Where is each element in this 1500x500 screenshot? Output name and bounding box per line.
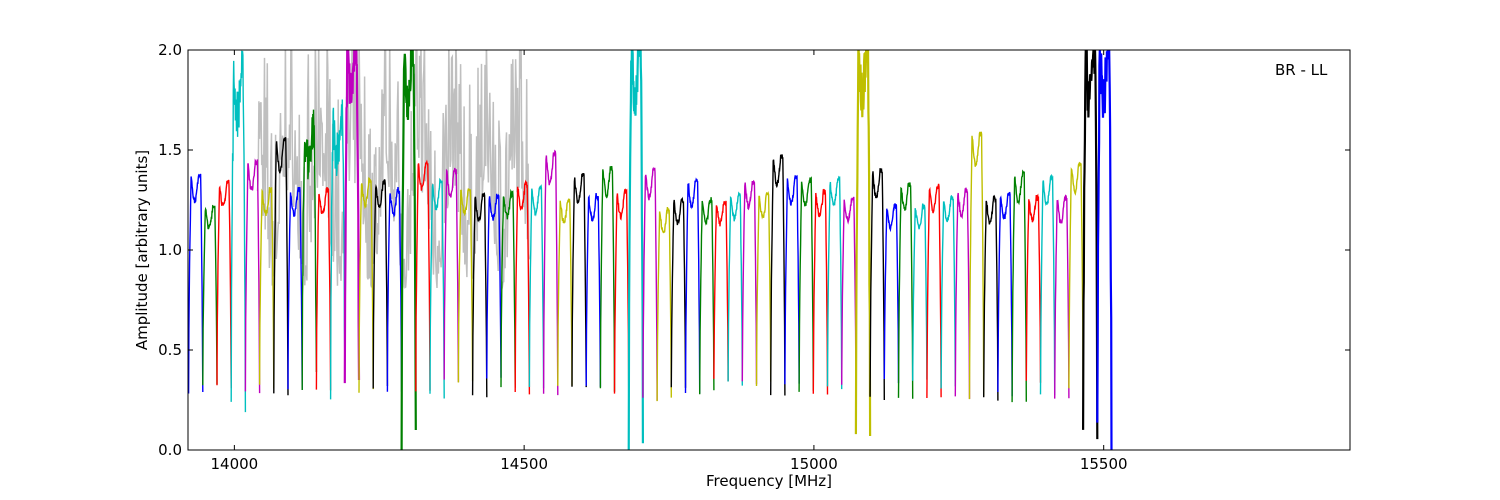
channel-line <box>571 172 587 388</box>
channel-line <box>343 50 361 384</box>
y-tick-label: 0.5 <box>158 341 182 359</box>
series-group <box>188 50 1113 450</box>
channel-line <box>770 154 786 396</box>
channel-line <box>784 174 800 385</box>
channel-line <box>457 188 474 383</box>
channel-line <box>613 188 630 394</box>
channel-line <box>471 192 488 398</box>
channel-line <box>926 183 942 399</box>
channel-line <box>684 177 701 394</box>
y-axis: 0.0 0.5 1.0 1.5 2.0 <box>158 41 1350 459</box>
y-tick-label: 2.0 <box>158 41 182 59</box>
channel-line <box>812 188 829 395</box>
y-tick-label: 0.0 <box>158 441 182 459</box>
x-tick-label: 14000 <box>211 455 259 473</box>
channel-line <box>727 191 743 386</box>
annotation-label: BR - LL <box>1275 61 1328 79</box>
channel-line <box>997 191 1013 397</box>
x-axis: 14000 14500 15000 15500 <box>211 50 1128 473</box>
y-tick-label: 1.0 <box>158 241 182 259</box>
channel-line <box>230 50 247 413</box>
channel-line <box>699 197 715 395</box>
channel-line <box>798 176 814 392</box>
channel-line <box>329 99 346 400</box>
channel-line <box>415 159 431 392</box>
channel-line <box>656 207 672 402</box>
channel-line <box>897 182 914 399</box>
x-axis-label: Frequency [MHz] <box>706 472 832 490</box>
channel-line <box>486 193 502 379</box>
channel-line <box>883 203 900 384</box>
channel-line <box>1068 161 1084 390</box>
y-tick-label: 1.5 <box>158 141 182 159</box>
channel-line <box>514 179 531 395</box>
channel-line <box>826 175 843 390</box>
x-tick-label: 14500 <box>500 455 548 473</box>
channel-line <box>287 187 303 390</box>
channel-line <box>443 167 460 383</box>
channel-line <box>301 109 318 391</box>
channel-line <box>983 194 999 401</box>
channel-line <box>968 131 985 400</box>
channel-line <box>599 166 616 392</box>
channel-line <box>670 196 687 388</box>
channel-line <box>1082 50 1099 440</box>
channel-line <box>642 166 658 401</box>
channel-line <box>1096 50 1113 450</box>
channel-line <box>713 200 729 382</box>
channel-line <box>500 188 516 388</box>
channel-line <box>358 177 374 393</box>
channel-line <box>912 203 928 381</box>
channel-line <box>841 196 857 385</box>
channel-line <box>954 187 971 399</box>
channel-line <box>429 177 445 399</box>
channel-line <box>741 179 758 385</box>
channel-line <box>372 179 389 389</box>
channel-line <box>1025 193 1042 383</box>
channel-line <box>1011 169 1027 403</box>
channel-line <box>557 198 573 386</box>
channel-line <box>1054 194 1070 399</box>
channel-line <box>528 184 545 389</box>
y-axis-label: Amplitude [arbitrary units] <box>133 150 151 350</box>
channel-line <box>258 186 275 389</box>
x-tick-label: 15500 <box>1080 455 1128 473</box>
channel-line <box>1039 173 1056 396</box>
channel-line <box>755 190 772 387</box>
x-tick-label: 15000 <box>790 455 838 473</box>
channel-line <box>216 179 232 389</box>
channel-line <box>940 194 956 389</box>
channel-line <box>585 193 602 387</box>
channel-line <box>202 204 218 386</box>
channel-line <box>400 50 417 450</box>
plot-frame <box>187 49 1351 451</box>
channel-line <box>854 50 872 437</box>
channel-line <box>627 50 644 450</box>
channel-line <box>869 168 885 401</box>
channel-line <box>386 187 403 392</box>
channel-line <box>315 187 332 391</box>
channel-line <box>188 173 204 394</box>
channel-line <box>273 137 289 396</box>
channel-line <box>542 149 559 396</box>
channel-line <box>244 158 261 394</box>
